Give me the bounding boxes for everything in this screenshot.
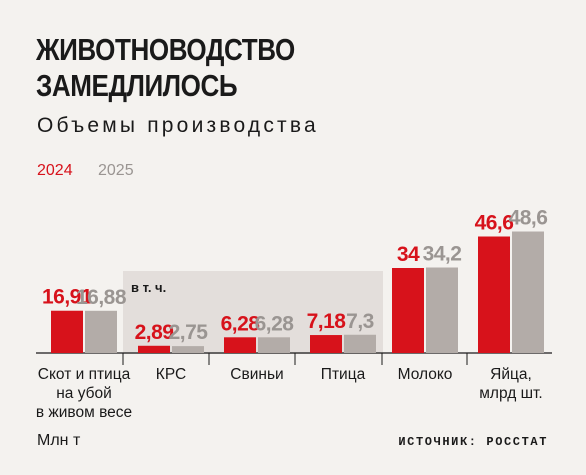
value-label-2025-4: 34,2 <box>423 243 462 266</box>
value-label-2024-4: 34 <box>397 243 420 266</box>
legend-2024: 2024 <box>37 162 73 179</box>
category-label-4: Молоко <box>398 366 453 383</box>
bar-2024-1 <box>138 345 170 353</box>
title-line-2: ЗАМЕДЛИЛОСЬ <box>36 68 238 103</box>
category-label-0: на убой <box>56 385 112 402</box>
value-label-2024-0: 16,91 <box>42 286 93 309</box>
units-label: Млн т <box>37 432 81 449</box>
bar-2024-2 <box>224 337 256 353</box>
category-label-0: Скот и птица <box>38 366 131 383</box>
value-label-2025-5: 48,6 <box>509 207 548 230</box>
category-label-5: млрд шт. <box>479 385 542 402</box>
category-label-0: в живом весе <box>36 404 132 421</box>
chart-subtitle: Объемы производства <box>37 114 319 137</box>
bar-2025-1 <box>172 346 204 353</box>
value-label-2024-5: 46,6 <box>475 212 514 235</box>
including-label: в т. ч. <box>131 280 166 295</box>
bar-2024-0 <box>51 310 83 353</box>
bar-2025-0 <box>85 310 117 353</box>
chart-title: ЖИВОТНОВОДСТВО ЗАМЕДЛИЛОСЬ <box>36 32 295 104</box>
bar-2025-2 <box>258 337 290 353</box>
category-label-2: Свиньи <box>230 366 283 383</box>
bar-2024-4 <box>392 268 424 353</box>
source-label: ИСТОЧНИК: РОССТАТ <box>398 435 548 449</box>
value-label-2025-2: 6,28 <box>255 312 295 335</box>
bar-2024-3 <box>310 335 342 353</box>
value-label-2024-3: 7,18 <box>307 310 347 333</box>
value-label-2025-0: 16,88 <box>76 286 127 309</box>
legend-2025: 2025 <box>98 162 134 179</box>
bar-2025-5 <box>512 231 544 353</box>
value-label-2025-1: 2,75 <box>169 321 209 344</box>
value-label-2025-3: 7,3 <box>346 310 374 333</box>
bar-2025-4 <box>426 267 458 353</box>
category-label-3: Птица <box>321 366 366 383</box>
category-label-1: КРС <box>156 366 186 383</box>
value-label-2024-1: 2,89 <box>135 321 174 344</box>
bar-2024-5 <box>478 236 510 353</box>
value-label-2024-2: 6,28 <box>221 312 261 335</box>
title-line-1: ЖИВОТНОВОДСТВО <box>36 32 295 67</box>
bar-2025-3 <box>344 334 376 353</box>
category-label-5: Яйца, <box>490 366 532 383</box>
